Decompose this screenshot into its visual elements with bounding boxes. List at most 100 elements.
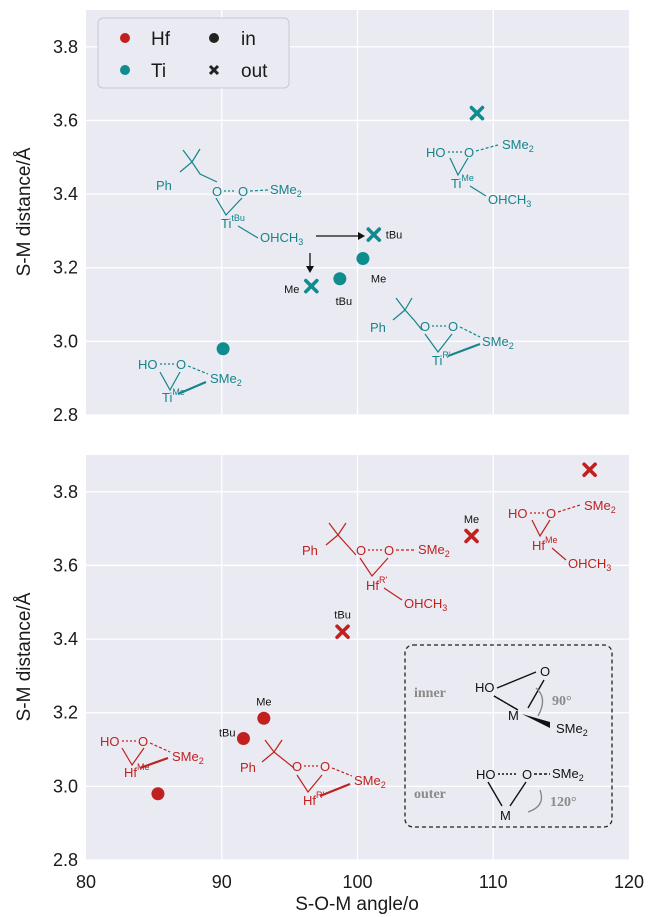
y-tick-label: 3.0 [53,776,78,796]
inset-outer-sme2: SMe2 [552,766,584,783]
y-tick-label: 3.0 [53,331,78,351]
arrow-right-head [358,232,365,240]
x-tick-label: 80 [76,872,96,892]
chem-sme2: SMe2 [354,773,386,790]
chem-ohch3: OHCH3 [260,230,303,247]
y-tick-label: 3.4 [53,184,78,204]
chem-sme2: SMe2 [502,137,534,154]
chem-o: O [356,543,366,558]
inset-inner-o: O [540,664,550,679]
bottom-grid [86,455,629,861]
point-label: tBu [336,296,353,308]
data-point-hf-out [582,462,597,478]
bottom-data-points [151,462,597,801]
chem-sme2: SMe2 [210,371,242,388]
hf-structure-hydroxy: HO O SMe2 HfMe [100,734,204,780]
legend-label-ti: Ti [151,61,166,82]
data-point-ti-in [333,272,347,286]
inset-outer-bonds [487,781,527,807]
y-tick-label: 3.8 [53,37,78,57]
point-label: tBu [334,610,351,622]
legend: Hf in Ti out [97,17,290,89]
data-point-ti-in [216,342,230,356]
top-panel: 2.8 3.0 3.2 3.4 3.6 3.8 S-M distance/Å Hf in … [14,10,629,425]
chem-ho: HO [138,357,158,372]
bottom-y-axis-label: S-M distance/Å [14,592,35,721]
chem-o: O [176,357,186,372]
y-tick-label: 3.6 [53,110,78,130]
inset-inner-ho: HO [475,680,495,695]
chem-o: O [546,506,556,521]
chem-ohch3: OHCH3 [488,192,531,209]
inset-inner-angle: 90° [552,694,572,709]
inset-outer-angle: 120° [550,795,577,810]
chem-o: O [212,184,222,199]
inset-outer-m: M [500,808,511,823]
chem-o: O [238,184,248,199]
y-tick-label: 2.8 [53,850,78,870]
ti-structure-cumyl-r: Ph O O SMe2 TiR' [370,297,514,368]
chem-metal: HfMe [532,535,558,553]
x-axis-label: S-O-M angle/o [295,894,419,915]
point-label: tBu [386,230,403,242]
chem-ho: HO [508,506,528,521]
data-point-ti-out [304,278,319,294]
inset-outer-ho: HO [476,767,496,782]
top-point-labels: Me tBu Me tBu [284,230,402,308]
chem-metal: TiR' [432,350,451,368]
inset-diagram: inner outer HO O M SMe2 90° HO O SMe2 M … [404,644,613,828]
chem-sme2: SMe2 [172,749,204,766]
legend-label-hf: Hf [151,29,171,50]
y-tick-label: 3.2 [53,258,78,278]
chem-o: O [320,759,330,774]
point-label: tBu [219,728,236,740]
bottom-y-tick-labels: 2.8 3.0 3.2 3.4 3.6 3.8 [53,482,78,870]
chem-sme2: SMe2 [482,334,514,351]
chem-metal: HfR' [303,790,324,808]
legend-marker-ti [120,65,130,75]
chem-o: O [420,319,430,334]
data-point-hf-in [236,732,250,745]
inset-inner-wedge [522,714,550,728]
chem-ph: Ph [370,320,386,335]
point-label: Me [371,274,386,286]
inset-outer-o: O [522,767,532,782]
chem-ph: Ph [156,178,172,193]
chem-ho: HO [100,734,120,749]
chem-metal: HfMe [124,762,150,780]
top-y-axis-label: S-M distance/Å [14,147,35,276]
chem-ph: Ph [302,543,318,558]
x-tick-label: 100 [342,872,372,892]
chem-o: O [448,319,458,334]
data-point-hf-out [464,528,479,544]
inset-outer-label: outer [414,787,446,802]
chem-metal: TiMe [162,387,185,405]
hf-structure-cumyl-ohch3: Ph O O SMe2 HfR' OHCH3 [302,522,450,613]
data-point-hf-out [335,624,350,640]
chem-o: O [384,543,394,558]
y-tick-label: 3.8 [53,482,78,502]
y-tick-label: 3.2 [53,703,78,723]
top-data-points [216,105,485,356]
inset-inner-sme2: SMe2 [556,721,588,738]
chem-o: O [138,734,148,749]
data-point-ti-out [366,227,382,242]
inset-outer-arc [527,789,543,813]
chem-ph: Ph [240,760,256,775]
data-point-hf-in [257,711,271,725]
ti-structure-hydroxy-me-ohch3: HO O SMe2 TiMe OHCH3 [426,137,534,209]
chem-ho: HO [426,145,446,160]
hf-structure-cumyl: Ph O O SMe2 HfR' [240,739,386,808]
ti-structure-hydroxy-me: HO O SMe2 TiMe [138,357,242,405]
legend-marker-in [209,33,219,43]
chem-sme2: SMe2 [418,542,450,559]
point-label: Me [284,284,299,296]
legend-marker-out [208,64,220,76]
inset-inner-arc [535,687,544,717]
bottom-x-tick-labels: 80 90 100 110 120 [76,872,644,892]
chem-sme2: SMe2 [584,498,616,515]
chem-o: O [464,145,474,160]
arrow-down-head [306,266,314,273]
bottom-point-labels: tBu Me tBu Me [219,514,479,740]
